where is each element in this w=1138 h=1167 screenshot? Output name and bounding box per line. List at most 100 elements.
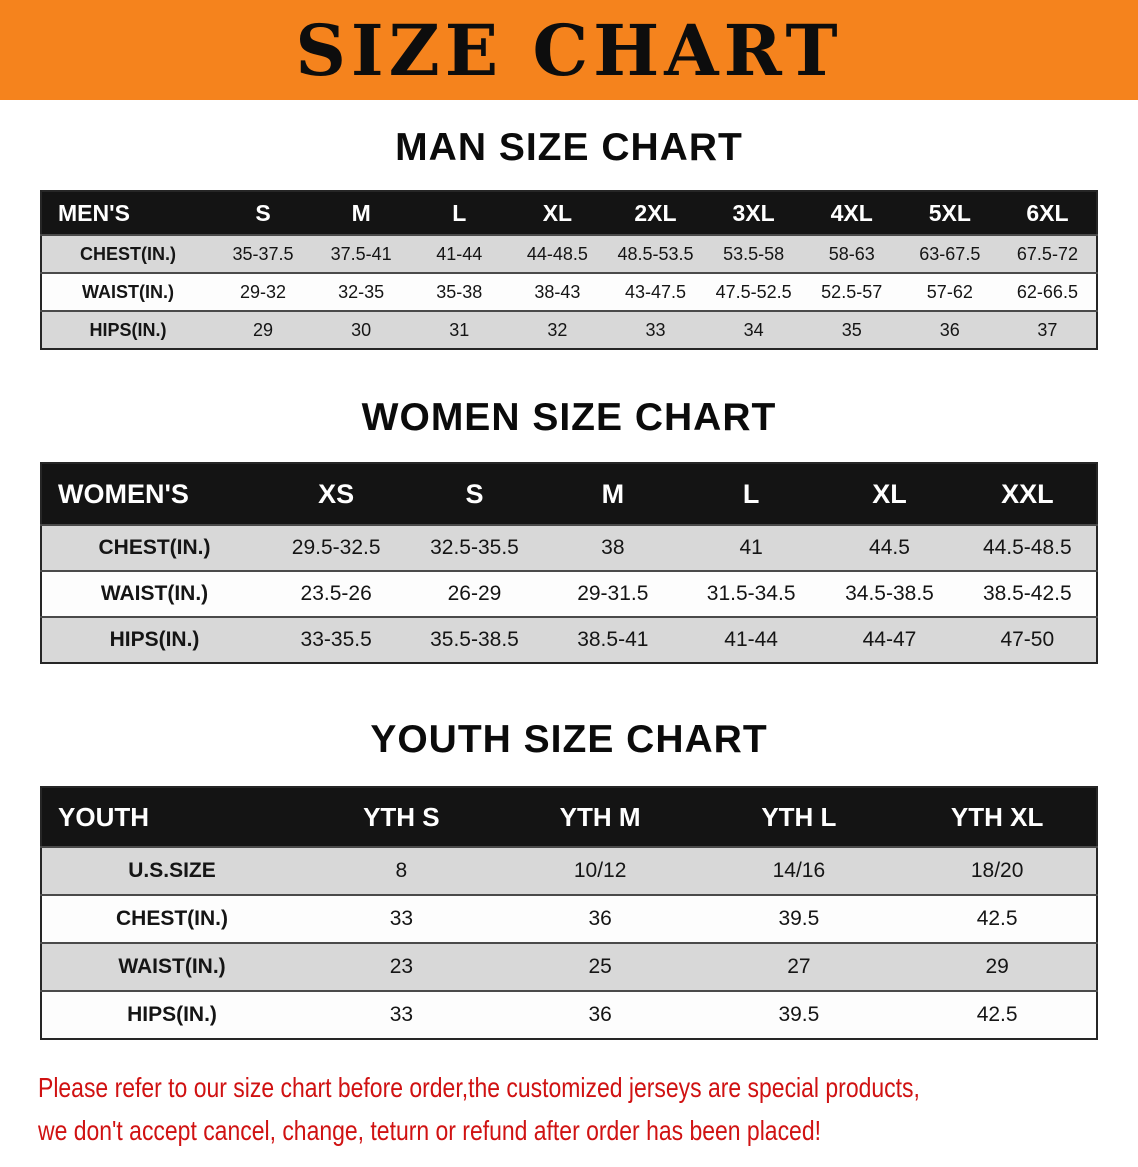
size-value: 32-35 — [312, 272, 411, 311]
size-value: 8 — [302, 846, 501, 895]
size-value: 35-37.5 — [214, 234, 313, 273]
size-value: 41 — [681, 524, 821, 571]
size-value: 37 — [998, 310, 1097, 349]
size-value: 36 — [500, 990, 700, 1039]
size-value: 30 — [312, 310, 411, 349]
table-group-label: MEN'S — [41, 191, 214, 235]
size-value: 67.5-72 — [998, 234, 1097, 273]
youth-section-heading: YOUTH SIZE CHART — [370, 718, 768, 761]
table-row: HIPS(IN.) 33-35.5 35.5-38.5 38.5-41 41-44 44-… — [41, 616, 1097, 663]
size-value: 47-50 — [958, 616, 1097, 663]
row-label: WAIST(IN.) — [41, 272, 214, 311]
column-header: L — [410, 191, 509, 235]
size-value: 41-44 — [681, 616, 821, 663]
size-value: 58-63 — [802, 234, 901, 273]
size-value: 34.5-38.5 — [820, 570, 959, 617]
size-value: 38.5-41 — [543, 616, 682, 663]
size-value: 62-66.5 — [998, 272, 1097, 311]
column-header: YTH M — [500, 787, 700, 847]
row-label: HIPS(IN.) — [41, 616, 267, 663]
column-header: 4XL — [802, 191, 901, 235]
size-value: 18/20 — [898, 846, 1097, 895]
header-row: WOMEN'S XS S M L XL XXL — [41, 463, 1097, 525]
size-value: 38-43 — [508, 272, 607, 311]
size-value: 47.5-52.5 — [704, 272, 803, 311]
header-row: YOUTH YTH S YTH M YTH L YTH XL — [41, 787, 1097, 847]
size-value: 42.5 — [898, 990, 1097, 1039]
disclaimer-line-2: we don't accept cancel, change, teturn o… — [38, 1115, 821, 1147]
size-value: 32.5-35.5 — [405, 524, 544, 571]
size-value: 32 — [508, 310, 607, 349]
size-value: 31.5-34.5 — [681, 570, 821, 617]
column-header: YTH XL — [898, 787, 1097, 847]
table-row: WAIST(IN.) 23.5-26 26-29 29-31.5 31.5-34.5 34… — [41, 570, 1097, 617]
size-value: 26-29 — [405, 570, 544, 617]
table-row: CHEST(IN.) 33 36 39.5 42.5 — [41, 894, 1097, 943]
size-value: 36 — [500, 894, 700, 943]
row-label: WAIST(IN.) — [41, 570, 267, 617]
table-group-label: WOMEN'S — [41, 463, 267, 525]
size-value: 10/12 — [500, 846, 700, 895]
size-value: 14/16 — [699, 846, 899, 895]
size-value: 39.5 — [699, 894, 899, 943]
table-row: CHEST(IN.) 35-37.5 37.5-41 41-44 44-48.5 48.5… — [41, 234, 1097, 273]
women-size-table: WOMEN'S XS S M L XL XXL CHEST(IN.) 29.5-32.5 32.5… — [40, 462, 1098, 664]
row-label: U.S.SIZE — [41, 846, 302, 895]
row-label: HIPS(IN.) — [41, 310, 214, 349]
disclaimer: Please refer to our size chart before or… — [0, 1066, 1138, 1167]
size-value: 31 — [410, 310, 509, 349]
disclaimer-line-1: Please refer to our size chart before or… — [38, 1072, 920, 1103]
column-header: XS — [267, 463, 406, 525]
row-label: WAIST(IN.) — [41, 942, 302, 991]
women-section-heading: WOMEN SIZE CHART — [361, 396, 777, 439]
size-value: 52.5-57 — [802, 272, 901, 311]
size-value: 23.5-26 — [267, 570, 406, 617]
size-value: 38.5-42.5 — [958, 570, 1097, 617]
column-header: M — [543, 463, 682, 525]
size-value: 25 — [500, 942, 700, 991]
table-row: HIPS(IN.) 29 30 31 32 33 34 35 36 37 — [41, 310, 1097, 349]
size-value: 39.5 — [699, 990, 899, 1039]
size-value: 37.5-41 — [312, 234, 411, 273]
table-row: WAIST(IN.) 23 25 27 29 — [41, 942, 1097, 991]
size-value: 33 — [302, 990, 501, 1039]
men-size-table: MEN'S S M L XL 2XL 3XL 4XL 5XL 6XL CHEST(IN.) 35-37… — [40, 190, 1098, 350]
size-value: 34 — [704, 310, 803, 349]
page-title: SIZE CHART — [295, 8, 843, 92]
youth-size-table: YOUTH YTH S YTH M YTH L YTH XL U.S.SIZE 8 10/12… — [40, 786, 1098, 1040]
size-value: 35.5-38.5 — [405, 616, 544, 663]
column-header: S — [405, 463, 544, 525]
size-value: 27 — [699, 942, 899, 991]
row-label: CHEST(IN.) — [41, 894, 302, 943]
size-value: 29 — [214, 310, 313, 349]
table-group-label: YOUTH — [41, 787, 302, 847]
size-value: 43-47.5 — [606, 272, 705, 311]
header-row: MEN'S S M L XL 2XL 3XL 4XL 5XL 6XL — [41, 191, 1097, 235]
table-row: WAIST(IN.) 29-32 32-35 35-38 38-43 43-47.5 47.… — [41, 272, 1097, 311]
size-value: 38 — [543, 524, 682, 571]
column-header: 2XL — [606, 191, 705, 235]
table-row: U.S.SIZE 8 10/12 14/16 18/20 — [41, 846, 1097, 895]
row-label: CHEST(IN.) — [41, 524, 267, 571]
women-size-section: WOMEN SIZE CHART WOMEN'S XS S M L XL XXL CHEST(… — [0, 396, 1138, 664]
column-header: XL — [508, 191, 607, 235]
size-value: 29.5-32.5 — [267, 524, 406, 571]
men-section-heading: MAN SIZE CHART — [395, 126, 743, 169]
table-row: CHEST(IN.) 29.5-32.5 32.5-35.5 38 41 44.5 44.5… — [41, 524, 1097, 571]
size-value: 63-67.5 — [900, 234, 999, 273]
table-row: HIPS(IN.) 33 36 39.5 42.5 — [41, 990, 1097, 1039]
size-value: 33 — [302, 894, 501, 943]
size-value: 53.5-58 — [704, 234, 803, 273]
size-value: 41-44 — [410, 234, 509, 273]
column-header: YTH L — [699, 787, 899, 847]
banner: SIZE CHART — [0, 0, 1138, 100]
size-value: 44-48.5 — [508, 234, 607, 273]
column-header: 5XL — [900, 191, 999, 235]
column-header: XL — [820, 463, 959, 525]
column-header: L — [681, 463, 821, 525]
size-value: 33-35.5 — [267, 616, 406, 663]
column-header: 6XL — [998, 191, 1097, 235]
size-value: 23 — [302, 942, 501, 991]
size-value: 36 — [900, 310, 999, 349]
